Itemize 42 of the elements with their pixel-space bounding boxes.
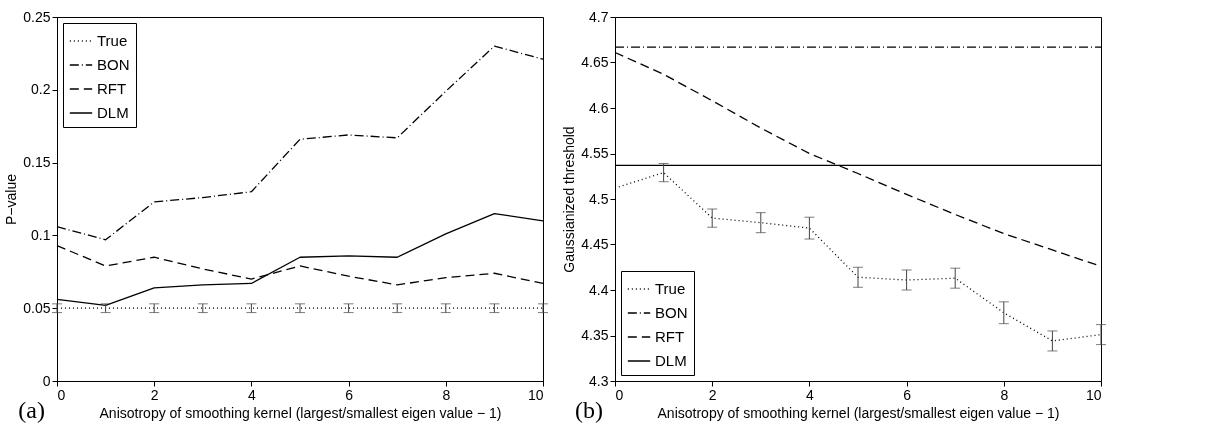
y-tick-label: 4.35	[581, 327, 609, 343]
x-tick-label: 4	[806, 386, 814, 403]
y-tick-label: 0.25	[23, 8, 51, 25]
x-tick-label: 8	[1000, 386, 1009, 403]
x-tick-label: 6	[903, 386, 912, 403]
legend-label: BON	[97, 56, 130, 73]
text: (b)	[575, 397, 603, 423]
x-tick-label: 4	[248, 386, 256, 403]
y-tick-label: 4.65	[581, 54, 609, 70]
legend-label: True	[655, 280, 686, 297]
y-tick-label: 4.7	[589, 8, 609, 25]
y-tick-label: 0	[42, 372, 51, 389]
x-tick-label: 10	[527, 386, 544, 403]
y-tick-label: 4.6	[589, 99, 609, 116]
y-tick-label: 0.1	[31, 226, 51, 243]
y-tick-label: 4.5	[589, 190, 609, 207]
y-tick-label: 4.4	[589, 281, 609, 298]
legend-label: DLM	[655, 352, 687, 369]
x-tick-label: 2	[708, 386, 717, 403]
y-tick-label: 4.45	[581, 236, 609, 252]
y-tick-label: 0.15	[23, 154, 51, 171]
x-tick-label: 8	[442, 386, 451, 403]
x-axis-title: Anisotropy of smoothing kernel (largest/smallest eigen value − 1)	[99, 404, 502, 421]
line-series	[614, 171, 1102, 342]
y-tick-label: 4.55	[581, 145, 609, 161]
legend-label: True	[97, 32, 128, 49]
y-axis-title: P−value	[3, 173, 20, 225]
legend-label: BON	[655, 304, 688, 321]
text: (a)	[18, 397, 45, 423]
y-tick-label: 0.2	[31, 81, 51, 98]
y-tick-label: 4.3	[589, 372, 609, 389]
legend-label: DLM	[97, 104, 129, 121]
x-tick-label: 6	[345, 386, 354, 403]
x-tick-label: 2	[150, 386, 159, 403]
y-axis-title: Gaussianized threshold	[561, 126, 578, 273]
x-tick-label: 0	[615, 386, 624, 403]
legend-label: RFT	[655, 328, 685, 345]
legend-label: RFT	[97, 80, 127, 97]
x-tick-label: 0	[57, 386, 66, 403]
x-axis-title: Anisotropy of smoothing kernel (largest/smallest eigen value − 1)	[657, 404, 1060, 421]
y-tick-label: 0.05	[23, 299, 51, 316]
x-tick-label: 10	[1085, 386, 1102, 403]
